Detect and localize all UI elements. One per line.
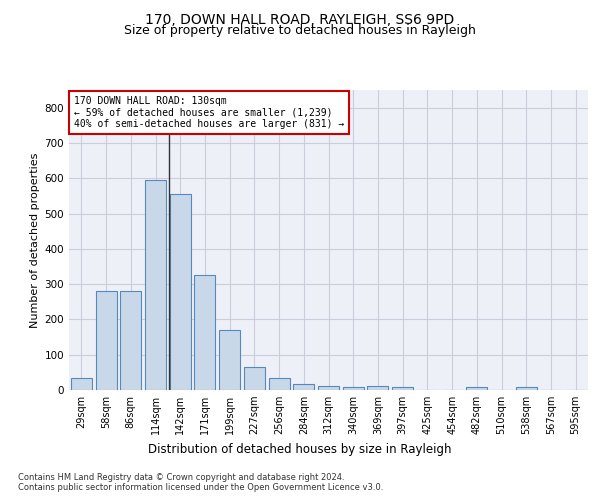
Bar [367,386,388,390]
Bar [120,291,141,390]
Text: Distribution of detached houses by size in Rayleigh: Distribution of detached houses by size … [148,442,452,456]
Bar [194,276,215,390]
Bar [343,387,364,390]
Bar [466,387,487,390]
Bar [95,291,116,390]
Bar [293,384,314,390]
Bar [145,180,166,390]
Bar [516,387,537,390]
Bar [244,367,265,390]
Bar [170,194,191,390]
Text: Size of property relative to detached houses in Rayleigh: Size of property relative to detached ho… [124,24,476,37]
Y-axis label: Number of detached properties: Number of detached properties [31,152,40,328]
Text: 170 DOWN HALL ROAD: 130sqm
← 59% of detached houses are smaller (1,239)
40% of s: 170 DOWN HALL ROAD: 130sqm ← 59% of deta… [74,96,344,129]
Bar [219,330,240,390]
Text: Contains HM Land Registry data © Crown copyright and database right 2024.
Contai: Contains HM Land Registry data © Crown c… [18,472,383,492]
Text: 170, DOWN HALL ROAD, RAYLEIGH, SS6 9PD: 170, DOWN HALL ROAD, RAYLEIGH, SS6 9PD [145,12,455,26]
Bar [269,378,290,390]
Bar [318,386,339,390]
Bar [392,387,413,390]
Bar [71,378,92,390]
